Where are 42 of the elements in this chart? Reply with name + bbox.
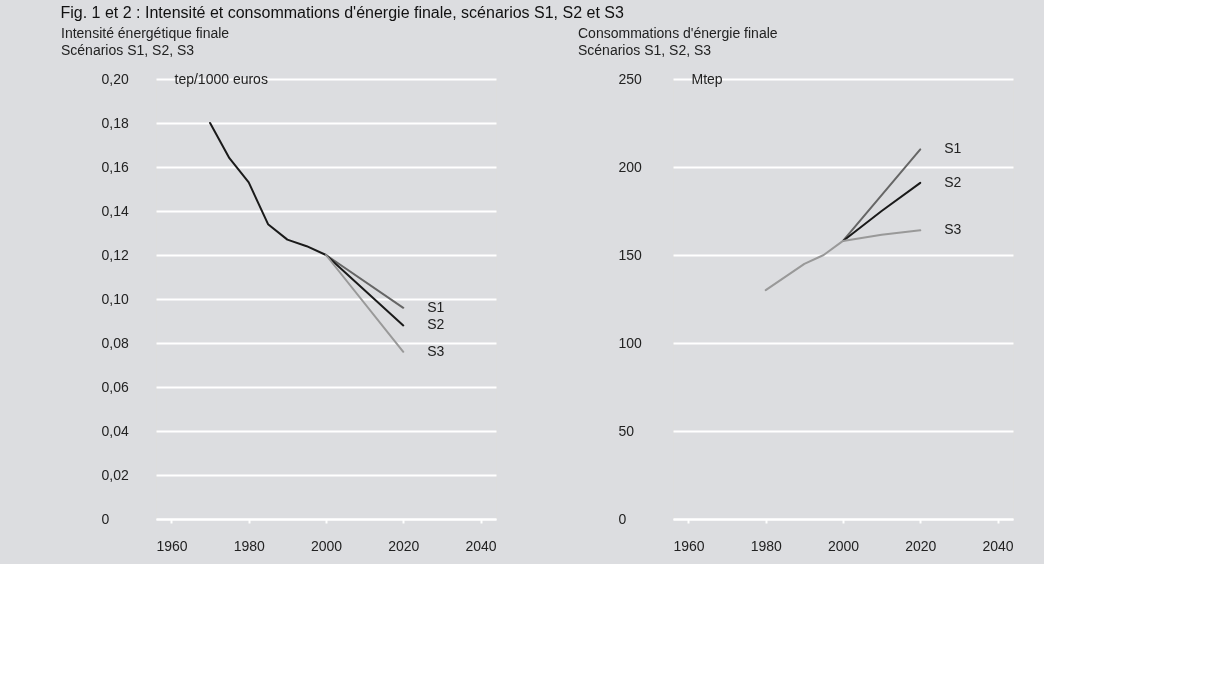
y-tick-label: 0,02 [101,466,129,483]
series-label: S3 [944,221,962,238]
x-tick-label: 1960 [156,537,188,554]
chart-title: Consommations d'énergie finale [578,25,778,41]
series-label: S1 [427,298,445,315]
x-tick-label: 2020 [905,537,937,554]
x-tick-label: 2000 [310,537,343,554]
y-tick-label: 200 [618,158,643,175]
y-tick-label: 0,12 [101,246,129,263]
chart-title: Intensité énergétique finale [61,25,230,41]
y-tick-label: 0,20 [101,70,129,87]
chart-subtitle: Scénarios S1, S2, S3 [61,42,195,58]
line-series [764,229,922,292]
x-tick-label: 1960 [673,537,705,554]
x-tick-label: 1980 [750,537,783,554]
x-tick-label: 2040 [465,537,497,554]
y-tick-label: 0,06 [101,378,129,395]
y-tick-label: 100 [618,334,643,351]
y-tick-label: 0,08 [101,334,129,351]
x-tick-label: 1980 [233,537,266,554]
y-tick-label: 150 [618,246,643,263]
series-label: S3 [427,342,445,359]
series-label: S2 [944,173,962,190]
y-tick-label: 50 [618,422,635,439]
y-tick-label: 0,10 [101,290,129,307]
y-axis-title: Mtep [691,70,723,87]
y-tick-label: 0,04 [101,422,129,439]
y-tick-label: 0,16 [101,158,129,175]
y-tick-label: 250 [618,70,643,87]
line-series [209,122,405,327]
series-label: S1 [944,140,962,157]
x-tick-label: 2040 [982,537,1014,554]
y-tick-label: 0,14 [101,202,129,219]
y-tick-label: 0 [618,510,627,527]
series-label: S2 [427,316,445,333]
caption: Fig. 1 et 2 : Intensité et consommations d'énergie finale, scénarios S1, S2 et S3 [60,3,624,21]
y-axis-title: tep/1000 euros [174,70,268,87]
x-tick-label: 2000 [827,537,860,554]
y-tick-label: 0,18 [101,114,129,131]
y-tick-label: 0 [101,510,110,527]
x-tick-label: 2020 [388,537,420,554]
chart-subtitle: Scénarios S1, S2, S3 [578,42,712,58]
